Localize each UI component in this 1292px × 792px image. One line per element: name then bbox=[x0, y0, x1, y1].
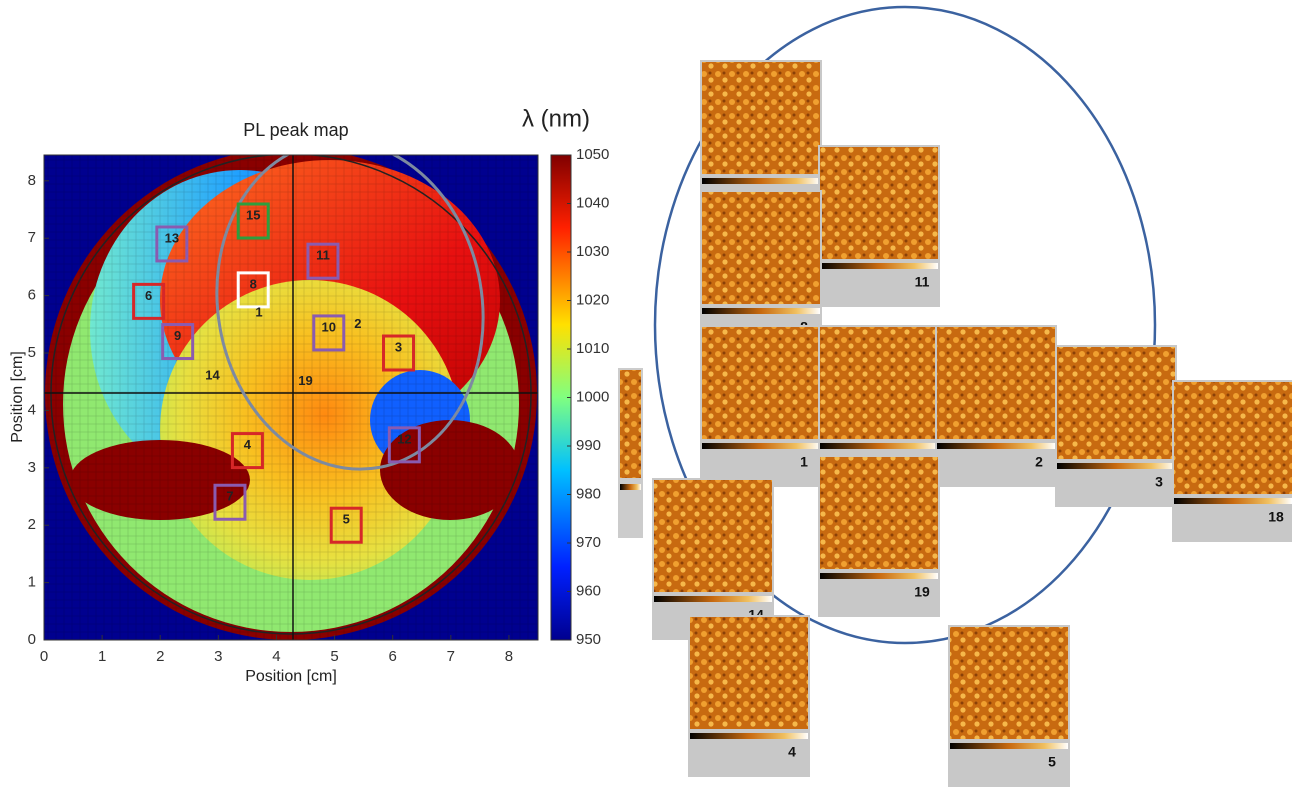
site-label: 1 bbox=[255, 304, 262, 319]
afm-image bbox=[937, 327, 1055, 439]
site-box bbox=[329, 506, 363, 544]
site-box bbox=[387, 426, 421, 464]
afm-label: 11 bbox=[915, 274, 930, 290]
y-tick-label: 7 bbox=[28, 229, 36, 246]
afm-colorbar bbox=[654, 596, 772, 602]
afm-image bbox=[950, 627, 1068, 739]
site-label: 2 bbox=[354, 316, 361, 331]
afm-label: 5 bbox=[1048, 754, 1056, 770]
site-label: 3 bbox=[395, 339, 402, 354]
colorbar-tick-label: 1040 bbox=[576, 194, 609, 211]
site-label: 5 bbox=[343, 512, 350, 527]
site-box bbox=[161, 323, 195, 361]
y-tick-label: 3 bbox=[28, 459, 36, 476]
site-label: 7 bbox=[226, 489, 233, 504]
colorbar-tick-label: 960 bbox=[576, 582, 601, 599]
axes-frame bbox=[43, 154, 539, 641]
colorbar-tick-label: 950 bbox=[576, 631, 601, 648]
x-tick-label: 1 bbox=[98, 648, 106, 665]
y-axis-label: Position [cm] bbox=[9, 351, 26, 443]
site-label: 9 bbox=[174, 328, 181, 343]
x-tick-label: 7 bbox=[447, 648, 455, 665]
afm-colorbar bbox=[820, 263, 938, 269]
y-tick-label: 1 bbox=[28, 574, 36, 591]
site-label: 10 bbox=[322, 319, 336, 334]
x-tick-label: 4 bbox=[272, 648, 280, 665]
wafer-map bbox=[44, 155, 538, 640]
afm-label: 4 bbox=[788, 744, 796, 760]
site-box bbox=[306, 242, 340, 280]
afm-colorbar bbox=[702, 443, 820, 449]
x-axis-label: Position [cm] bbox=[245, 668, 337, 685]
afm-image bbox=[820, 147, 938, 259]
site-box bbox=[213, 483, 247, 521]
afm-colorbar bbox=[937, 443, 1055, 449]
colorbar-tick-label: 1050 bbox=[576, 146, 609, 163]
x-tick-label: 6 bbox=[389, 648, 397, 665]
afm-panels: 151181102318141945 bbox=[652, 60, 1292, 787]
afm-label: 1 bbox=[800, 454, 808, 470]
colorbar-tick-label: 1020 bbox=[576, 291, 609, 308]
colorbar-tick-label: 990 bbox=[576, 437, 601, 454]
partial-panel bbox=[618, 368, 643, 538]
afm-colorbar bbox=[820, 443, 938, 449]
highlight-ellipse bbox=[653, 5, 1157, 645]
colorbar-label: λ (nm) bbox=[522, 105, 590, 132]
y-tick-label: 6 bbox=[28, 287, 36, 304]
x-tick-label: 0 bbox=[40, 648, 48, 665]
afm-image bbox=[1057, 347, 1175, 459]
x-tick-label: 5 bbox=[330, 648, 338, 665]
site-label: 15 bbox=[246, 207, 260, 222]
site-box bbox=[236, 271, 270, 309]
afm-image bbox=[702, 192, 820, 304]
afm-image bbox=[702, 62, 820, 174]
colorbar-tick-label: 970 bbox=[576, 534, 601, 551]
colorbar-tick-label: 1030 bbox=[576, 243, 609, 260]
afm-label: 19 bbox=[914, 584, 930, 600]
afm-image bbox=[690, 617, 808, 729]
afm-image bbox=[654, 480, 772, 592]
site-box bbox=[312, 314, 346, 352]
afm-image bbox=[820, 327, 938, 439]
afm-colorbar bbox=[702, 178, 820, 184]
site-label: 12 bbox=[397, 431, 411, 446]
afm-colorbar bbox=[1057, 463, 1175, 469]
afm-label: 3 bbox=[1155, 474, 1163, 490]
afm-colorbar bbox=[950, 743, 1068, 749]
y-tick-label: 0 bbox=[28, 631, 36, 648]
site-box bbox=[155, 225, 189, 263]
x-tick-label: 2 bbox=[156, 648, 164, 665]
y-tick-label: 5 bbox=[28, 344, 36, 361]
site-box bbox=[236, 202, 270, 240]
afm-colorbar bbox=[702, 308, 820, 314]
afm-label: 18 bbox=[1268, 509, 1284, 525]
afm-colorbar bbox=[820, 573, 938, 579]
site-box bbox=[382, 334, 416, 372]
afm-label: 2 bbox=[1035, 454, 1043, 470]
afm-colorbar bbox=[1174, 498, 1292, 504]
chart-title: PL peak map bbox=[243, 120, 348, 140]
site-label: 13 bbox=[165, 230, 179, 245]
y-tick-label: 2 bbox=[28, 516, 36, 533]
site-box bbox=[230, 432, 264, 470]
afm-image bbox=[1174, 382, 1292, 494]
colorbar-tick-label: 1010 bbox=[576, 340, 609, 357]
site-label: 14 bbox=[205, 367, 220, 382]
site-label: 8 bbox=[250, 276, 257, 291]
x-tick-label: 8 bbox=[505, 648, 513, 665]
afm-image bbox=[820, 457, 938, 569]
x-tick-label: 3 bbox=[214, 648, 222, 665]
site-label: 6 bbox=[145, 288, 152, 303]
site-label: 11 bbox=[316, 248, 330, 263]
site-label: 4 bbox=[244, 437, 252, 452]
afm-image bbox=[702, 327, 820, 439]
site-box bbox=[132, 282, 166, 320]
colorbar-tick-label: 1000 bbox=[576, 388, 609, 405]
afm-colorbar bbox=[690, 733, 808, 739]
site-label: 19 bbox=[298, 373, 312, 388]
y-tick-label: 8 bbox=[28, 172, 36, 189]
y-tick-label: 4 bbox=[28, 401, 36, 418]
colorbar-tick-label: 980 bbox=[576, 485, 601, 502]
